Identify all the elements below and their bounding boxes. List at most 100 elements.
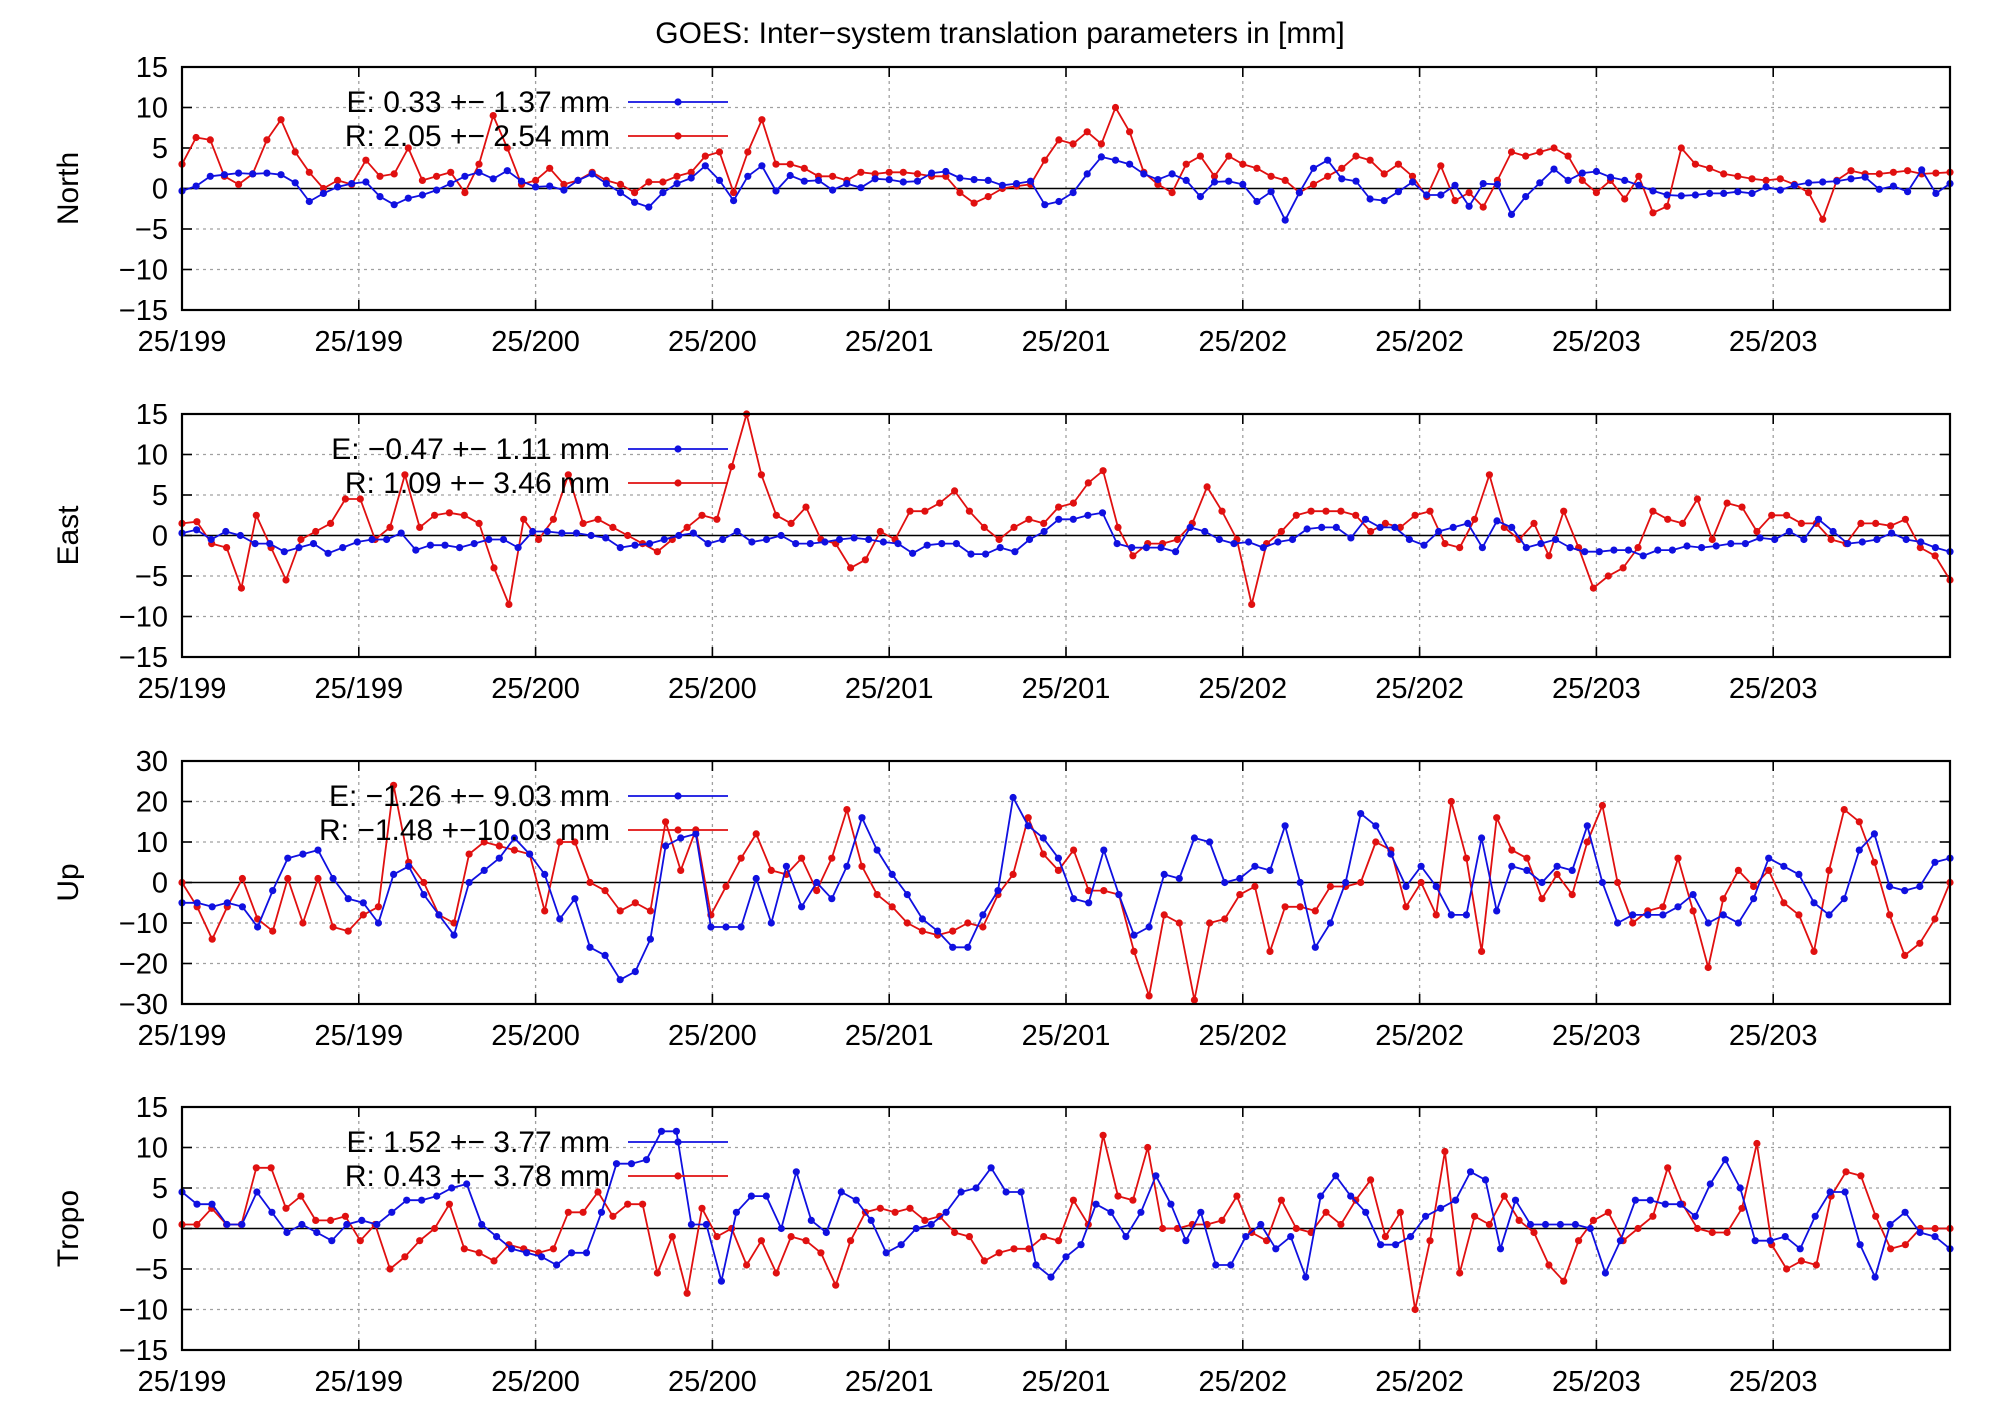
x-tick-label: 25/201	[1022, 1366, 1111, 1398]
data-point-R	[701, 152, 709, 160]
data-point-R	[445, 1200, 453, 1208]
data-point-R	[1281, 903, 1289, 911]
data-point-E	[1210, 178, 1219, 186]
data-point-R	[556, 838, 564, 846]
data-point-E	[280, 548, 288, 556]
data-point-R	[1129, 552, 1137, 560]
data-point-E	[1318, 523, 1326, 532]
data-point-E	[373, 1220, 381, 1229]
data-point-E	[1362, 1208, 1370, 1216]
data-point-R	[1182, 160, 1190, 168]
data-point-E	[236, 531, 244, 540]
data-point-E	[646, 540, 654, 548]
data-point-E	[418, 191, 426, 199]
data-point-E	[942, 167, 950, 176]
data-point-E	[601, 951, 609, 960]
data-point-R	[1322, 1208, 1330, 1216]
data-point-R	[1426, 507, 1434, 515]
data-point-E	[928, 169, 936, 177]
data-point-R	[1870, 858, 1878, 866]
data-point-E	[1392, 1241, 1400, 1249]
data-point-E	[1317, 1192, 1325, 1200]
data-point-R	[1337, 1220, 1345, 1229]
data-point-E	[1861, 173, 1869, 181]
series-R	[178, 410, 1954, 609]
data-point-E	[1084, 511, 1092, 519]
data-point-R	[564, 471, 572, 479]
data-point-R	[1307, 507, 1315, 515]
data-point-E	[222, 527, 230, 536]
data-point-R	[1723, 1228, 1731, 1237]
data-point-E	[1012, 180, 1021, 188]
data-point-E	[1780, 862, 1788, 870]
data-point-E	[283, 1228, 291, 1237]
data-point-E	[1826, 1188, 1834, 1196]
data-point-E	[1025, 535, 1034, 544]
data-point-E	[1357, 810, 1365, 818]
data-point-R	[386, 1265, 394, 1273]
x-tick-label: 25/201	[845, 326, 934, 358]
data-point-R	[1221, 915, 1229, 923]
data-point-E	[358, 1216, 366, 1224]
x-tick-label: 25/201	[845, 1020, 934, 1052]
data-point-R	[1465, 189, 1473, 197]
data-point-R	[757, 471, 766, 479]
data-point-R	[1840, 806, 1848, 814]
data-point-E	[1493, 180, 1501, 188]
data-point-E	[523, 1249, 531, 1257]
data-point-R	[1931, 915, 1939, 923]
y-tick-label: −10	[119, 908, 168, 940]
data-point-R	[1462, 854, 1470, 862]
data-point-R	[461, 189, 469, 197]
x-tick-label: 25/200	[668, 1366, 757, 1398]
data-point-R	[334, 176, 342, 184]
data-point-R	[495, 842, 503, 850]
data-point-R	[899, 168, 907, 176]
data-point-E	[495, 854, 503, 862]
data-point-E	[329, 874, 337, 883]
data-point-E	[662, 842, 670, 850]
data-point-E	[1041, 201, 1049, 209]
data-point-E	[1493, 517, 1501, 525]
data-point-E	[235, 169, 243, 177]
data-point-R	[891, 1208, 899, 1216]
data-point-E	[967, 550, 975, 558]
data-point-E	[1649, 187, 1657, 195]
data-point-E	[1047, 1273, 1055, 1281]
data-point-E	[730, 197, 738, 205]
data-point-R	[631, 189, 639, 197]
data-point-E	[448, 1184, 456, 1192]
data-point-E	[249, 170, 257, 178]
data-point-E	[412, 546, 420, 554]
data-point-E	[1309, 164, 1318, 172]
data-point-E	[627, 1160, 636, 1168]
data-point-R	[888, 903, 896, 911]
data-point-R	[601, 887, 609, 895]
series-E	[178, 1127, 1954, 1285]
data-point-R	[252, 511, 260, 519]
data-point-R	[386, 523, 394, 532]
data-point-E	[1800, 535, 1808, 544]
data-point-R	[404, 144, 412, 152]
data-point-R	[885, 168, 893, 176]
data-point-R	[460, 1245, 468, 1253]
data-point-R	[1659, 903, 1667, 911]
data-point-R	[277, 116, 285, 124]
data-point-R	[1126, 128, 1134, 136]
data-point-R	[1629, 919, 1637, 927]
data-point-R	[431, 511, 439, 519]
data-point-R	[297, 535, 305, 544]
data-point-R	[1292, 1224, 1300, 1233]
data-point-E	[1644, 911, 1652, 919]
data-point-R	[1723, 499, 1731, 507]
data-point-E	[1097, 153, 1105, 161]
data-point-R	[1111, 103, 1120, 112]
data-point-R	[1753, 1139, 1761, 1148]
data-point-E	[1889, 182, 1897, 190]
data-point-R	[238, 874, 246, 883]
y-tick-label: 5	[152, 480, 168, 512]
data-point-R	[1560, 1277, 1568, 1285]
data-point-E	[206, 172, 214, 180]
data-point-R	[1545, 552, 1553, 560]
data-point-E	[616, 189, 625, 197]
